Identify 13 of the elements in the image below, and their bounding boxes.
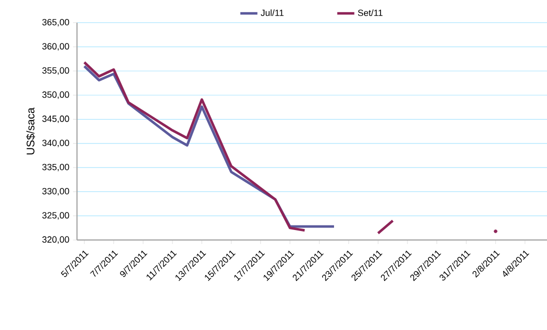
y-tick-label: 360,00 xyxy=(42,43,70,51)
y-tick-label: 340,00 xyxy=(42,140,70,148)
y-axis-title: US$/saca xyxy=(26,108,36,154)
y-tick-label: 355,00 xyxy=(42,67,70,75)
y-tick-label: 335,00 xyxy=(42,164,70,172)
y-tick-label: 350,00 xyxy=(42,91,70,99)
y-tick-label: 325,00 xyxy=(42,212,70,220)
legend-label: Jul/11 xyxy=(260,9,284,16)
legend-label: Set/11 xyxy=(358,9,382,16)
y-tick-label: 345,00 xyxy=(42,116,70,123)
y-tick-label: 365,00 xyxy=(42,18,70,26)
y-tick-label: 320,00 xyxy=(42,236,70,244)
y-tick-label: 330,00 xyxy=(42,188,70,196)
